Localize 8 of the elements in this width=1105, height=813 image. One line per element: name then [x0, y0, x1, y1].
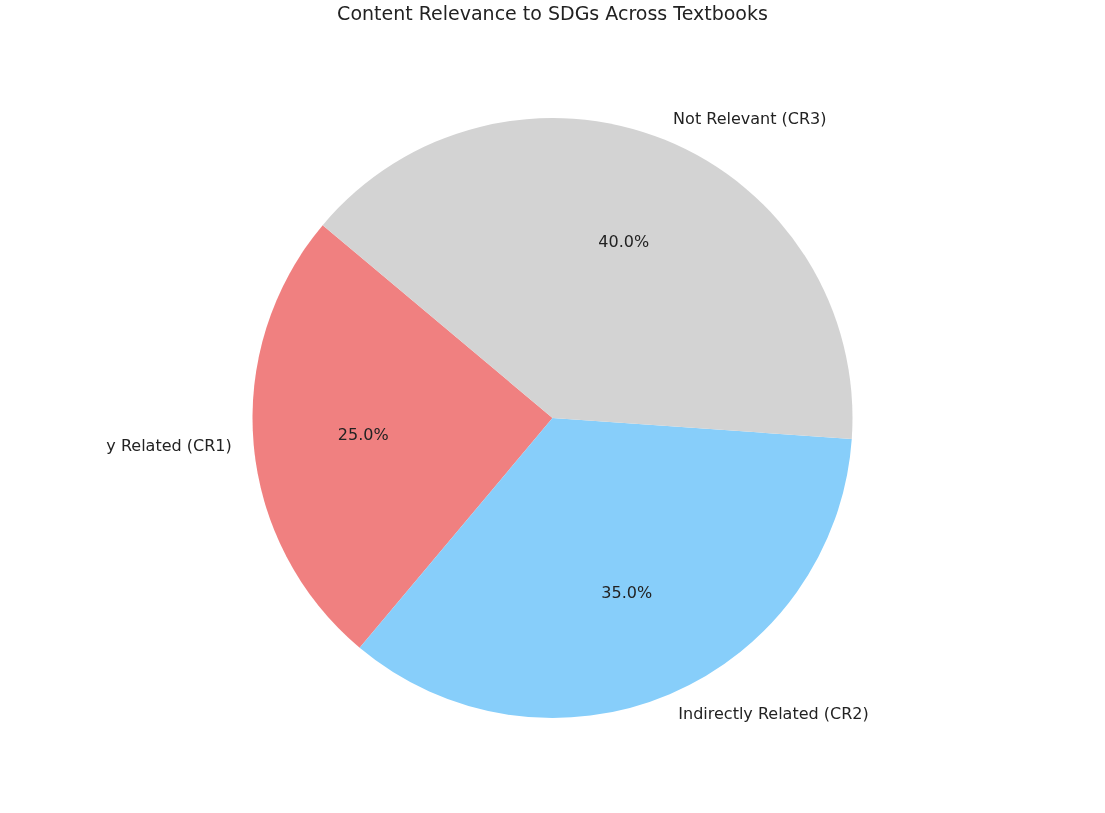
pie-slice: [252, 225, 553, 648]
slice-label: y Related (CR1): [106, 436, 232, 456]
slice-label: Indirectly Related (CR2): [678, 704, 869, 724]
data-label: 25.0%: [337, 424, 389, 444]
chart-title: Content Relevance to SDGs Across Textbooks: [337, 2, 768, 24]
data-label: 40.0%: [598, 231, 650, 251]
data-label: 35.0%: [601, 582, 653, 602]
slice-label: Not Relevant (CR3): [673, 109, 827, 129]
